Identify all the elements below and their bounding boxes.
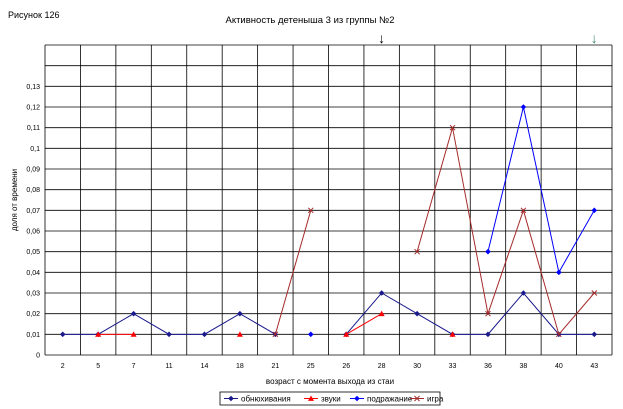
x-tick-label: 26 (342, 363, 350, 370)
data-point (520, 290, 527, 296)
y-axis-title: доля от времени (10, 169, 19, 231)
series-line (487, 106, 595, 274)
y-tick-label: 0,07 (26, 208, 40, 215)
data-point (485, 331, 491, 338)
legend-label: звуки (321, 395, 341, 404)
data-point (166, 331, 172, 338)
data-point (414, 310, 420, 317)
data-point (591, 207, 598, 214)
y-axis-ticks: 0 0,01 0,02 0,03 0,04 0,05 0,06 0,07 0,08 0,09 0,1… (26, 84, 40, 360)
legend-box (219, 391, 441, 406)
event-arrow: ↓ (591, 30, 598, 46)
legend-item: обнюхивания (224, 395, 291, 404)
figure-label: Рисунок 126 (8, 10, 60, 20)
x-tick-label: 11 (165, 363, 172, 370)
x-tick-label: 7 (132, 363, 136, 370)
x-axis-ticks: 2 5 7 11 14 18 21 25 26 28 30 33 36 38 40 43 (61, 363, 599, 370)
data-point (130, 331, 137, 337)
legend-label: обнюхивания (241, 395, 291, 404)
x-tick-label: 14 (201, 363, 209, 370)
legend-item: игра (410, 395, 444, 404)
legend-item: подражание (350, 395, 413, 404)
data-point (354, 395, 360, 402)
y-tick-label: 0,09 (26, 167, 40, 174)
x-tick-label: 28 (378, 363, 386, 370)
y-tick-label: 0,03 (26, 291, 40, 298)
y-tick-label: 0,12 (26, 105, 40, 112)
data-point (272, 331, 279, 338)
data-point (485, 310, 491, 317)
data-point (414, 395, 420, 402)
data-point (236, 331, 243, 337)
data-point (201, 331, 208, 338)
data-point (556, 269, 562, 276)
x-tick-label: 18 (236, 363, 244, 370)
event-arrow: ↓ (378, 30, 385, 46)
x-axis-title: возраст с момента выхода из стаи (266, 377, 394, 386)
series-layer (59, 104, 598, 338)
data-point (130, 310, 137, 317)
data-point (95, 331, 102, 337)
legend-label: игра (427, 395, 444, 404)
data-point (520, 104, 527, 110)
chart-grid (44, 44, 613, 356)
legend-label: подражание (367, 395, 413, 404)
y-tick-label: 0,08 (26, 187, 40, 194)
data-point (343, 331, 350, 337)
data-point (449, 124, 456, 131)
y-tick-label: 0,04 (26, 270, 40, 277)
x-tick-label: 25 (307, 363, 315, 370)
x-tick-label: 5 (96, 363, 100, 370)
legend: обнюхивания звуки подражание игра (219, 391, 444, 406)
data-point (485, 248, 491, 255)
x-tick-label: 33 (449, 363, 457, 370)
y-tick-label: 0,06 (26, 229, 40, 236)
y-tick-label: 0,01 (26, 332, 40, 339)
series-игра (272, 124, 598, 338)
x-tick-label: 40 (555, 363, 563, 370)
data-point (307, 331, 314, 338)
y-tick-label: 0 (36, 353, 40, 360)
series-line (345, 313, 382, 335)
y-tick-label: 0,13 (26, 84, 40, 91)
y-tick-label: 0,11 (27, 125, 40, 132)
data-point (591, 290, 598, 296)
legend-item: звуки (304, 395, 341, 404)
data-point (378, 290, 385, 296)
data-point (591, 331, 598, 338)
data-point (414, 248, 420, 255)
x-tick-label: 43 (590, 363, 598, 370)
x-tick-label: 30 (413, 363, 421, 370)
series-подражание (307, 104, 598, 338)
series-line (345, 292, 595, 335)
chart-title: Активность детеныша 3 из группы №2 (225, 15, 394, 26)
data-point (449, 331, 456, 337)
x-tick-label: 2 (61, 363, 65, 370)
data-point (228, 395, 234, 402)
data-point (307, 207, 314, 214)
data-point (520, 207, 527, 214)
x-tick-label: 38 (520, 363, 528, 370)
series-звуки (95, 310, 456, 337)
data-point (308, 395, 314, 401)
data-point (59, 331, 66, 338)
x-tick-label: 21 (271, 363, 279, 370)
y-tick-label: 0,02 (26, 311, 40, 318)
data-point (237, 310, 243, 317)
series-line (62, 313, 276, 335)
series-line (274, 210, 312, 335)
x-tick-label: 36 (484, 363, 492, 370)
y-tick-label: 0,1 (30, 146, 40, 153)
event-markers: ↓ ↓ (378, 30, 598, 46)
y-tick-label: 0,05 (26, 249, 40, 256)
data-point (378, 310, 385, 317)
series-line (416, 127, 595, 336)
data-point (555, 331, 562, 338)
